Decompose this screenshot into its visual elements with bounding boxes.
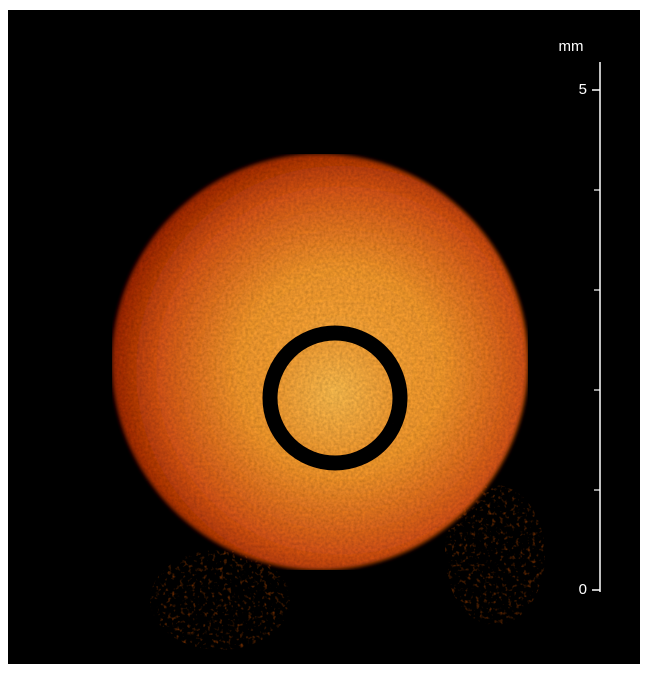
tick-label: 0 (579, 581, 587, 598)
page: {"scale_bar": {"unit": "mm", "ylim": [0,… (0, 0, 647, 674)
scale-unit: mm (559, 38, 584, 55)
sample-disc (112, 154, 528, 570)
noise-artifact (150, 550, 290, 650)
tick-label: 5 (579, 81, 587, 98)
image-viewer: mm 0 5 (0, 0, 647, 674)
